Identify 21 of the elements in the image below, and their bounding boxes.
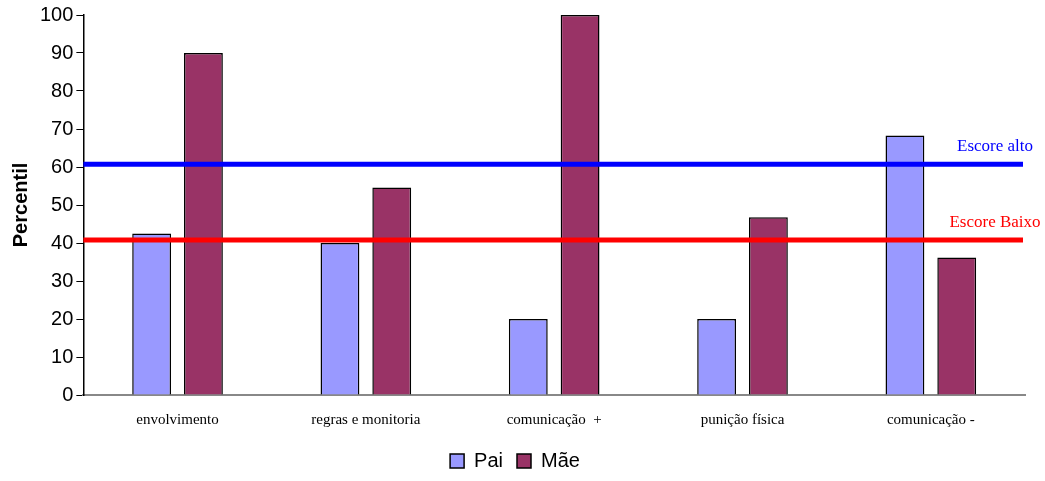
y-tick-label: 70 [51,116,74,139]
y-tick-label: 20 [51,306,74,329]
y-tick-label: 100 [39,2,74,25]
y-tick-label: 80 [51,78,74,101]
y-tick-label: 30 [51,268,74,291]
legend-label: Mãe [541,448,580,471]
y-tick-label: 10 [51,344,74,367]
legend-label: Pai [474,448,503,471]
y-tick-label: 50 [51,192,74,215]
ref-line-label: Escore Baixo [949,211,1041,231]
x-tick-label: comunicação + [506,410,602,427]
x-tick-label: regras e monitoria [311,410,421,427]
x-tick-label: punição física [700,410,785,427]
x-tick-label: envolvimento [136,410,219,427]
y-tick-label: 0 [62,382,74,405]
ref-line-label: Escore alto [957,136,1033,156]
y-tick-label: 60 [51,154,74,177]
y-tick-label: 90 [51,40,74,63]
y-tick-label: 40 [51,230,74,253]
y-axis-title: Percentil [8,162,31,248]
x-tick-label: comunicação - [886,410,975,427]
